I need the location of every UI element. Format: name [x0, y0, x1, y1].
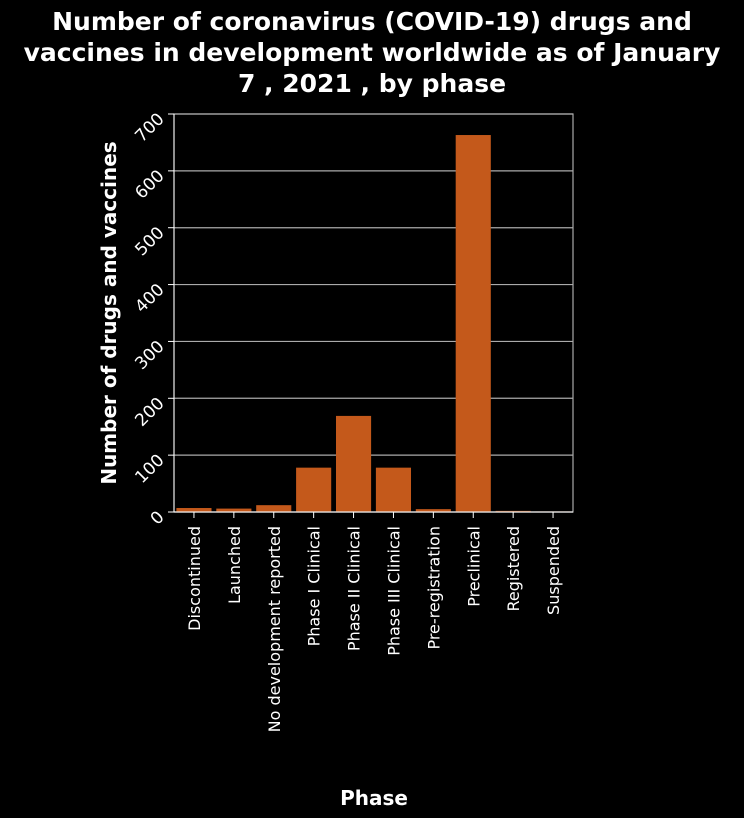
bar-preclinical	[455, 135, 491, 512]
x-tick-label: Launched	[225, 526, 244, 604]
x-tick-label: Phase II Clinical	[345, 526, 364, 651]
y-tick-label: 500	[131, 223, 168, 260]
chart-title-line-1: Number of coronavirus (COVID-19) drugs a…	[52, 7, 692, 36]
x-tick-label: Phase I Clinical	[305, 526, 324, 646]
bar-discontinued	[176, 508, 212, 512]
y-tick-label: 200	[131, 394, 168, 431]
y-tick-label: 700	[131, 109, 168, 146]
plot-frame	[173, 113, 574, 513]
bar-phase-iii-clinical	[375, 467, 412, 512]
bars	[176, 135, 571, 512]
x-axis-label: Phase	[340, 786, 408, 810]
chart-title: Number of coronavirus (COVID-19) drugs a…	[0, 6, 744, 99]
bar-no-development-reported	[256, 505, 292, 512]
chart-title-line-3: 7 , 2021 , by phase	[237, 69, 507, 98]
y-tick-label: 100	[131, 451, 168, 488]
bar-phase-i-clinical	[296, 467, 332, 512]
x-tick-label: Registered	[504, 526, 523, 612]
bar-launched	[216, 508, 252, 512]
y-tick-label: 600	[131, 166, 168, 203]
chart-title-line-2: vaccines in development worldwide as of …	[23, 38, 721, 67]
bar-pre-registration	[415, 509, 451, 512]
x-tick-label: Preclinical	[464, 526, 483, 607]
grid-lines	[174, 113, 573, 513]
plot-border	[173, 113, 574, 513]
x-tick-label: No development reported	[265, 526, 284, 732]
x-axis-ticks: Discontinued Launched No development repor…	[185, 512, 563, 732]
x-tick-label: Phase III Clinical	[384, 526, 403, 656]
x-tick-label: Pre-registration	[424, 526, 443, 650]
y-axis-label: Number of drugs and vaccines	[97, 141, 121, 484]
x-tick-label: Discontinued	[185, 526, 204, 631]
bar-phase-ii-clinical	[335, 415, 372, 512]
y-axis-ticks: 0 100 200 300 400 500 600 700	[131, 109, 174, 529]
y-tick-label: 0	[147, 507, 169, 529]
y-tick-label: 300	[131, 337, 168, 374]
x-tick-label: Suspended	[544, 526, 563, 615]
y-tick-label: 400	[131, 280, 168, 317]
